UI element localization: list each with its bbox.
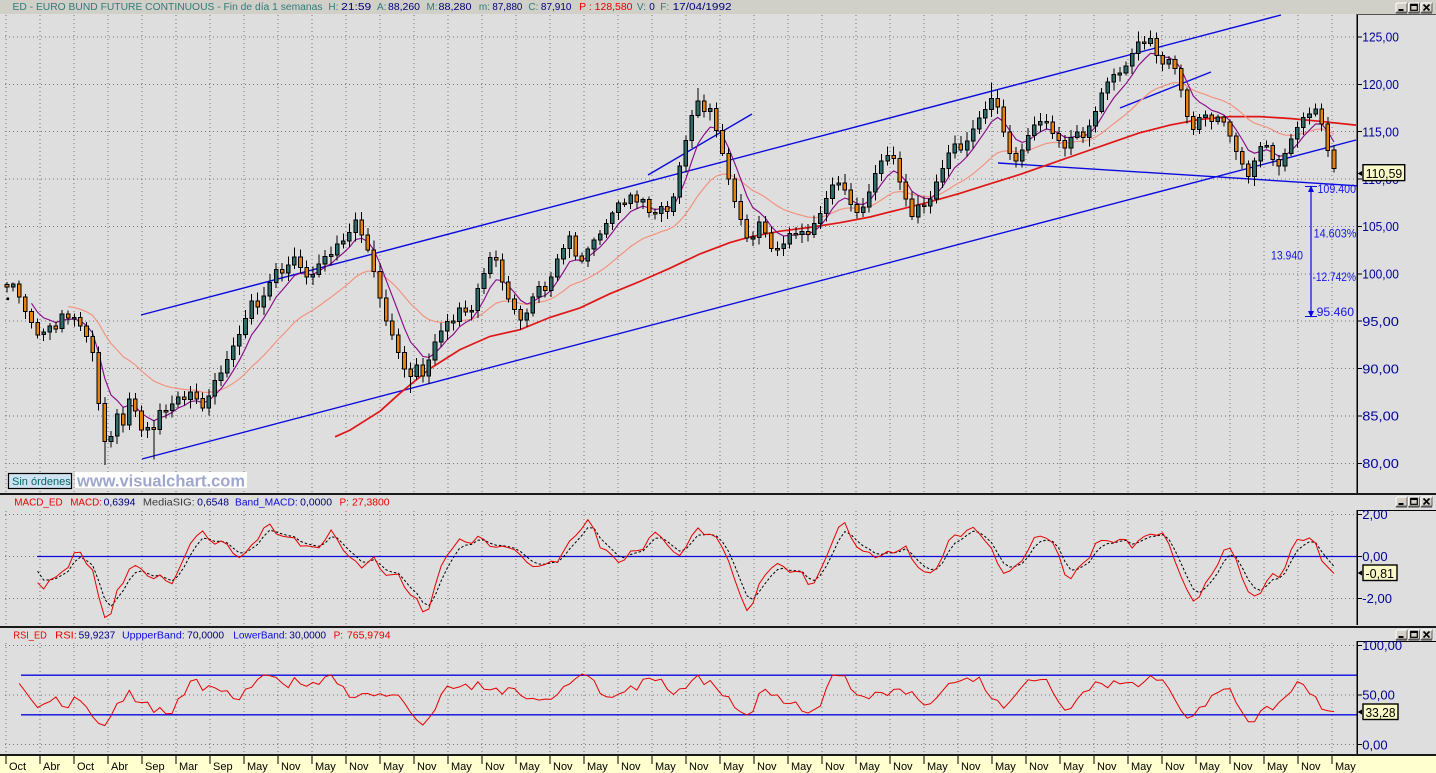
svg-text:May: May: [1199, 761, 1220, 773]
svg-text:110,59: 110,59: [1366, 166, 1403, 181]
svg-text:P : 128,580: P : 128,580: [579, 2, 633, 13]
svg-text:May: May: [247, 761, 268, 773]
svg-text:V:: V:: [637, 2, 646, 13]
svg-text:RSI:: RSI:: [55, 631, 77, 642]
svg-text:May: May: [383, 761, 404, 773]
svg-text:May: May: [995, 761, 1016, 773]
svg-text:Nov: Nov: [417, 761, 437, 773]
svg-text:88,260: 88,260: [388, 2, 420, 13]
svg-text:H:: H:: [328, 2, 338, 13]
svg-text:MediaSIG:: MediaSIG:: [143, 498, 195, 509]
svg-text:21:59: 21:59: [341, 2, 372, 13]
svg-text:Nov: Nov: [1097, 761, 1117, 773]
svg-text:0,6394: 0,6394: [104, 498, 136, 509]
svg-text:Nov: Nov: [485, 761, 505, 773]
svg-text:Nov: Nov: [553, 761, 573, 773]
svg-text:109.400: 109.400: [1318, 182, 1357, 196]
svg-text:59,9237: 59,9237: [79, 631, 116, 642]
svg-text:P:: P:: [334, 631, 343, 642]
svg-text:May: May: [927, 761, 948, 773]
svg-text:125,00: 125,00: [1362, 30, 1399, 45]
svg-text:80,00: 80,00: [1362, 456, 1399, 471]
svg-text:0,6548: 0,6548: [197, 498, 229, 509]
svg-text:Sep: Sep: [145, 761, 165, 773]
svg-text:85,00: 85,00: [1362, 409, 1399, 424]
svg-text:ED - EURO BUND FUTURE CONTINUO: ED - EURO BUND FUTURE CONTINUOUS - Fin d…: [13, 2, 323, 13]
svg-text:May: May: [791, 761, 812, 773]
svg-text:0,00: 0,00: [1362, 549, 1387, 564]
svg-text:120,00: 120,00: [1362, 77, 1399, 92]
svg-text:88,280: 88,280: [439, 2, 472, 13]
svg-text:-2,00: -2,00: [1362, 591, 1392, 606]
svg-text:Nov: Nov: [1301, 761, 1321, 773]
svg-text:May: May: [451, 761, 472, 773]
svg-text:May: May: [315, 761, 336, 773]
svg-text:May: May: [723, 761, 744, 773]
svg-text:Abr: Abr: [111, 761, 128, 773]
svg-text:Nov: Nov: [1233, 761, 1253, 773]
svg-text:Nov: Nov: [1165, 761, 1185, 773]
svg-text:27,3800: 27,3800: [352, 498, 390, 509]
svg-text:Nov: Nov: [825, 761, 845, 773]
svg-text:M:: M:: [427, 2, 438, 13]
svg-text:A:: A:: [377, 2, 386, 13]
svg-text:May: May: [655, 761, 676, 773]
svg-text:May: May: [519, 761, 540, 773]
svg-text:87,880: 87,880: [492, 2, 522, 13]
svg-text:Sep: Sep: [213, 761, 233, 773]
svg-text:Nov: Nov: [893, 761, 913, 773]
svg-text:Nov: Nov: [1029, 761, 1049, 773]
svg-text:30,0000: 30,0000: [289, 631, 326, 642]
svg-text:95.460: 95.460: [1317, 305, 1355, 319]
svg-text:Oct: Oct: [9, 761, 26, 773]
svg-text:765,9794: 765,9794: [347, 631, 391, 642]
svg-text:115,00: 115,00: [1362, 124, 1399, 139]
svg-text:90,00: 90,00: [1362, 361, 1399, 376]
svg-text:50,00: 50,00: [1362, 688, 1395, 703]
svg-text:-0,81: -0,81: [1366, 566, 1395, 581]
svg-text:LowerBand:: LowerBand:: [233, 631, 287, 642]
svg-text:C:: C:: [528, 2, 538, 13]
svg-text:0,00: 0,00: [1362, 737, 1387, 752]
svg-text:May: May: [1063, 761, 1084, 773]
svg-text:Nov: Nov: [621, 761, 641, 773]
svg-text:100,00: 100,00: [1362, 638, 1402, 653]
svg-text:F:: F:: [660, 2, 669, 13]
svg-text:UppperBand:: UppperBand:: [122, 631, 185, 642]
svg-text:May: May: [1335, 761, 1356, 773]
svg-text:Nov: Nov: [349, 761, 369, 773]
svg-text:13.940: 13.940: [1271, 249, 1303, 263]
svg-text:www.visualchart.com: www.visualchart.com: [76, 472, 245, 491]
svg-text:95,00: 95,00: [1362, 314, 1399, 329]
svg-text:RSI_ED: RSI_ED: [13, 631, 46, 642]
svg-text:Nov: Nov: [757, 761, 777, 773]
svg-text:P:: P:: [340, 498, 349, 509]
svg-text:-12.742%: -12.742%: [1313, 270, 1357, 284]
svg-text:May: May: [587, 761, 608, 773]
svg-text:Nov: Nov: [961, 761, 981, 773]
svg-text:70,0000: 70,0000: [187, 631, 224, 642]
svg-text:Nov: Nov: [689, 761, 709, 773]
svg-text:Oct: Oct: [77, 761, 94, 773]
svg-text:m:: m:: [479, 2, 490, 13]
svg-text:May: May: [1131, 761, 1152, 773]
svg-text:May: May: [1267, 761, 1288, 773]
svg-text:87,910: 87,910: [541, 2, 572, 13]
svg-text:Nov: Nov: [281, 761, 301, 773]
svg-text:MACD:: MACD:: [70, 498, 102, 509]
svg-text:MACD_ED: MACD_ED: [14, 498, 63, 509]
svg-text:105,00: 105,00: [1362, 219, 1399, 234]
svg-text:17/04/1992: 17/04/1992: [673, 2, 733, 13]
svg-text:0,0000: 0,0000: [300, 498, 332, 509]
svg-text:Abr: Abr: [43, 761, 60, 773]
svg-text:100,00: 100,00: [1362, 267, 1399, 282]
svg-text:0: 0: [649, 2, 655, 13]
svg-text:Band_MACD:: Band_MACD:: [235, 498, 298, 509]
svg-text:May: May: [859, 761, 880, 773]
svg-text:Mar: Mar: [179, 761, 198, 773]
svg-text:Sin órdenes: Sin órdenes: [12, 476, 71, 488]
svg-text:14.603%: 14.603%: [1314, 227, 1357, 241]
svg-text:33,28: 33,28: [1366, 705, 1396, 720]
svg-text:2,00: 2,00: [1362, 507, 1387, 522]
